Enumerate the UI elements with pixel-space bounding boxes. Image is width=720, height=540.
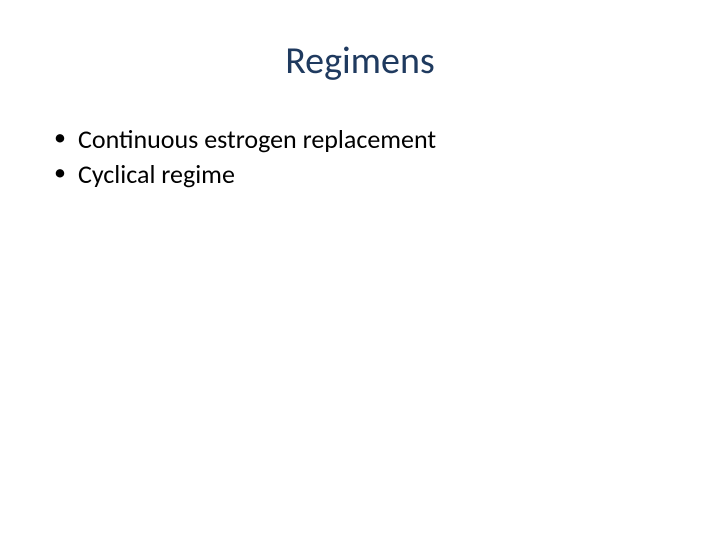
list-item: Continuous estrogen replacement — [50, 122, 680, 157]
list-item: Cyclical regime — [50, 157, 680, 192]
slide-title: Regimens — [40, 38, 680, 84]
slide-container: Regimens Continuous estrogen replacement… — [0, 0, 720, 540]
bullet-list: Continuous estrogen replacement Cyclical… — [40, 122, 680, 192]
